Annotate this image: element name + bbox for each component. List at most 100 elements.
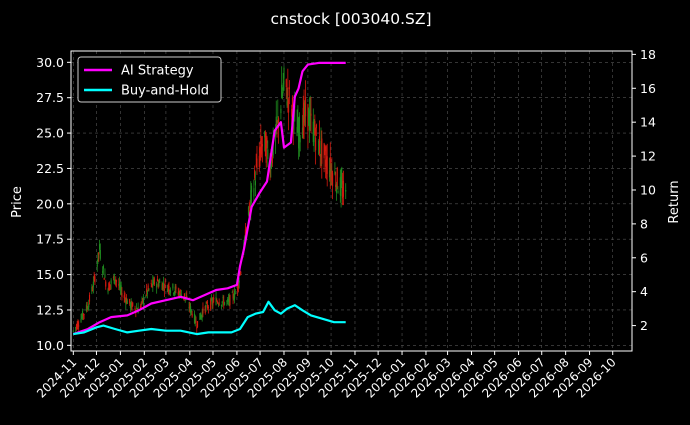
candle-body (248, 209, 250, 211)
candle-body (207, 304, 209, 309)
candle-body (307, 104, 309, 132)
candle-body (75, 327, 77, 329)
candle-body (166, 288, 169, 292)
candle-body (261, 143, 263, 155)
candle-body (288, 100, 290, 113)
candle-body (190, 309, 192, 313)
candle-body (260, 138, 262, 154)
candle-body (335, 184, 337, 188)
candle-body (102, 266, 104, 269)
candle-body (291, 108, 293, 117)
candle-body (167, 285, 169, 289)
candle-body (163, 288, 165, 291)
candle-body (320, 141, 322, 157)
candle-body (200, 315, 202, 319)
candle-body (211, 300, 213, 305)
candle-body (237, 280, 240, 289)
candle-body (227, 299, 229, 301)
series-line-ai-strategy (72, 61, 346, 336)
candle-body (85, 304, 87, 312)
candle-body (231, 292, 233, 293)
candle-body (226, 301, 228, 302)
candle-body (115, 280, 118, 282)
candle-body (337, 190, 339, 193)
candle-body (291, 97, 294, 107)
candle-body (330, 168, 332, 173)
candle-body (132, 302, 134, 306)
candle-body (173, 291, 175, 294)
candle-body (299, 137, 301, 143)
candle-body (318, 136, 321, 154)
candle-body (213, 298, 215, 300)
candle-body (267, 149, 269, 160)
legend-label: Buy-and-Hold (121, 84, 209, 99)
candle-body (303, 102, 305, 123)
candle-body (345, 189, 347, 192)
candle-body (250, 190, 252, 207)
candle-body (342, 187, 344, 199)
candle-body (72, 330, 74, 332)
y-right-tick-label: 4 (640, 284, 648, 299)
candle-body (319, 154, 321, 157)
series-line-buy-and-hold (73, 300, 346, 336)
candle-body (270, 160, 272, 169)
legend-box (77, 56, 222, 103)
y-left-tick-label: 12.5 (36, 302, 64, 317)
candle-body (314, 120, 316, 135)
candle-body (125, 300, 127, 304)
candle-body (287, 87, 289, 96)
y-right-tick-label: 10 (640, 182, 656, 197)
candle-body (313, 128, 315, 143)
y-right-tick-label: 6 (640, 250, 648, 265)
candle-body (94, 276, 96, 283)
candle-body (199, 313, 201, 320)
candle-body (305, 97, 307, 117)
candle-body (194, 315, 196, 323)
candle-body (223, 300, 225, 306)
candle-body (183, 293, 185, 298)
y-axis-right-label: Return (667, 180, 682, 223)
candle-body (190, 306, 192, 313)
candle-body (304, 104, 306, 115)
candle-body (277, 116, 279, 118)
candle-body (233, 298, 235, 300)
candle-body (227, 299, 229, 302)
candle-body (110, 280, 112, 284)
candle-body (266, 137, 268, 144)
candle-body (207, 306, 209, 309)
candle-body (142, 298, 144, 303)
candle-body (174, 286, 176, 293)
candle-body (324, 146, 326, 152)
candle-body (169, 290, 172, 293)
candle-body (340, 176, 342, 197)
candle-body (81, 316, 83, 318)
candle-body (210, 298, 212, 301)
candle-body (126, 298, 128, 304)
candle-body (282, 83, 284, 90)
candle-body (151, 284, 153, 287)
y-left-tick-label: 20.0 (36, 196, 64, 211)
candle-body (238, 280, 240, 283)
candle-body (202, 307, 204, 314)
candle-body (82, 310, 84, 319)
candle-body (321, 138, 323, 164)
chart-title: cnstock [003040.SZ] (270, 10, 431, 28)
candle-body (195, 320, 197, 324)
candle-body (204, 305, 206, 313)
candle-body (312, 121, 314, 143)
candle-body (297, 116, 299, 132)
candle-body (259, 148, 261, 154)
candle-body (159, 281, 161, 283)
candle-body (103, 278, 105, 280)
candle-body (186, 295, 188, 298)
candle-body (140, 302, 142, 306)
candle-body (146, 288, 148, 292)
candle-body (301, 127, 304, 139)
y-left-tick-label: 10.0 (36, 338, 64, 353)
candle-body (114, 279, 116, 282)
candle-body (82, 313, 84, 316)
candle-body (255, 164, 257, 166)
candle-body (169, 290, 171, 293)
